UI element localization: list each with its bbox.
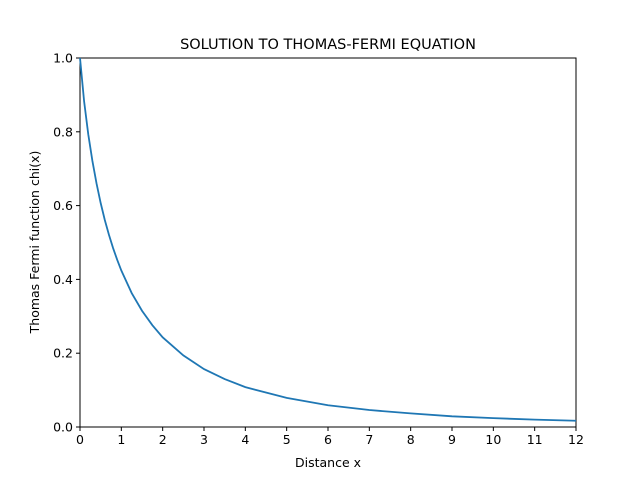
chart-title: SOLUTION TO THOMAS-FERMI EQUATION: [180, 37, 476, 53]
x-tick-label: 11: [527, 432, 543, 447]
y-ticks: 0.0 0.2 0.4 0.6 0.8 1.0: [53, 51, 80, 435]
x-tick-label: 2: [159, 432, 167, 447]
y-tick-label: 0.0: [53, 420, 73, 435]
y-tick-label: 0.4: [53, 272, 73, 287]
x-tick-label: 10: [485, 432, 501, 447]
x-tick-label: 8: [407, 432, 415, 447]
x-ticks: 0 1 2 3 4 5 6 7 8 9 10 11 12: [76, 427, 584, 447]
y-axis-label: Thomas Fermi function chi(x): [27, 151, 42, 335]
x-axis-label: Distance x: [295, 455, 361, 470]
x-tick-label: 9: [448, 432, 456, 447]
y-tick-label: 0.6: [53, 198, 73, 213]
y-tick-label: 0.8: [53, 124, 73, 139]
y-tick-label: 1.0: [53, 51, 73, 66]
x-tick-label: 1: [117, 432, 125, 447]
x-tick-label: 0: [76, 432, 84, 447]
x-tick-label: 3: [200, 432, 208, 447]
x-tick-label: 6: [324, 432, 332, 447]
x-tick-label: 12: [568, 432, 584, 447]
series-line-chi: [79, 57, 577, 422]
x-tick-label: 7: [365, 432, 373, 447]
x-tick-label: 4: [241, 432, 249, 447]
y-tick-label: 0.2: [53, 346, 73, 361]
x-tick-label: 5: [283, 432, 291, 447]
plot-frame: [79, 57, 577, 428]
